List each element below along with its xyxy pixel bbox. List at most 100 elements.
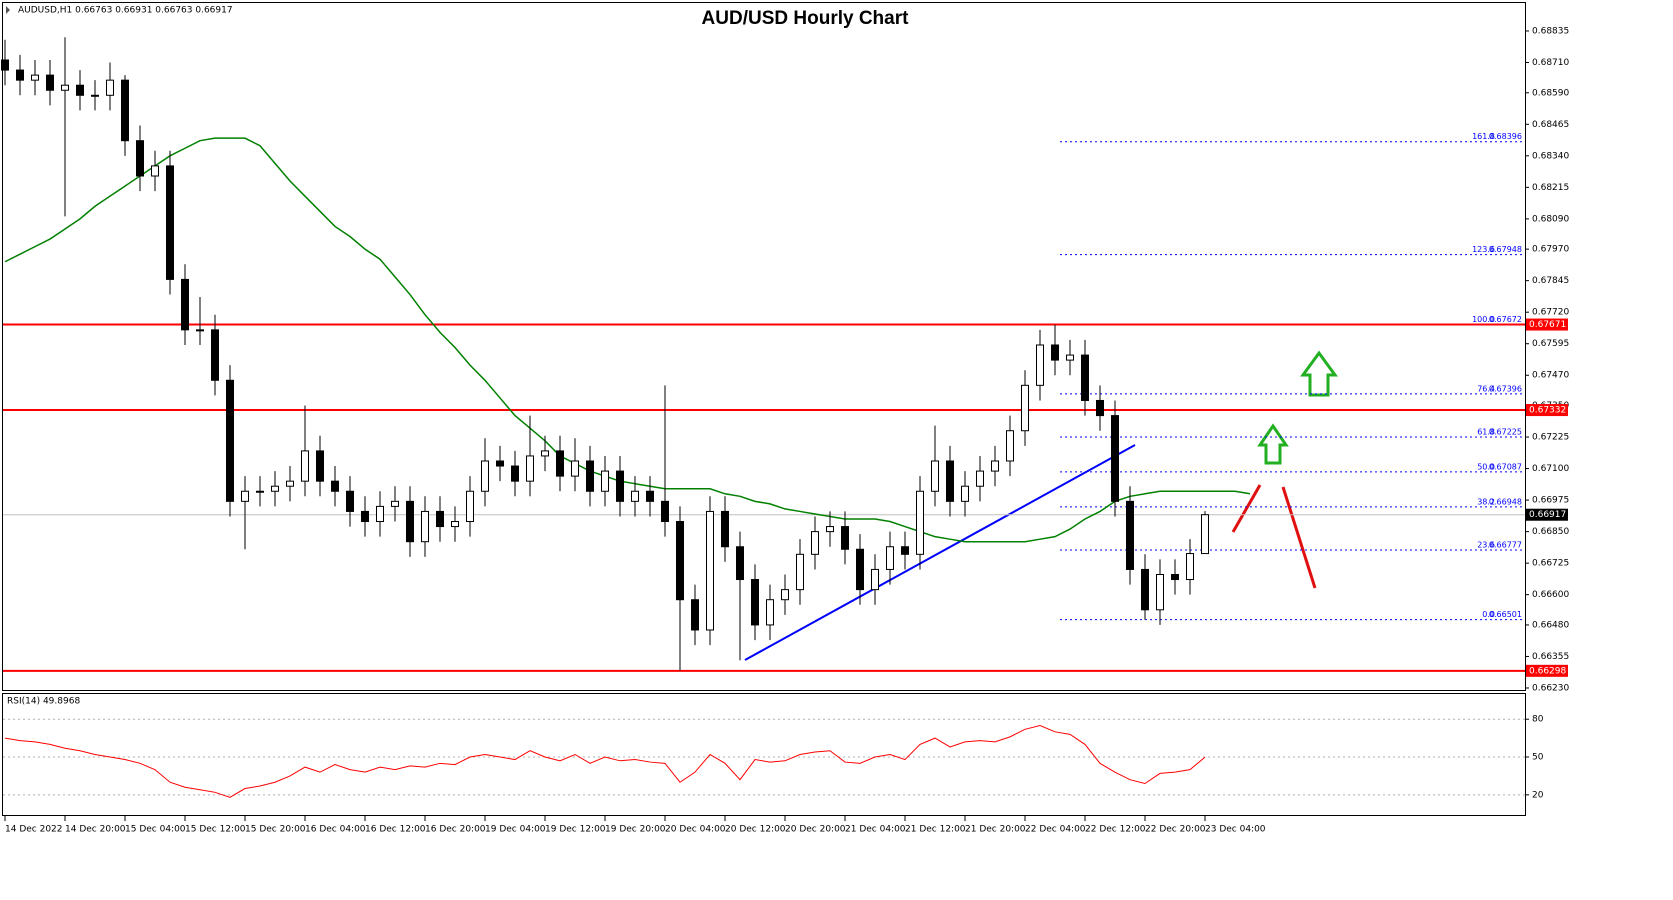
x-tick-label: 14 Dec 2022 <box>5 825 63 835</box>
candle-body <box>706 510 714 631</box>
moving-average <box>4 137 1251 543</box>
candle-body <box>421 510 429 543</box>
rsi-line <box>4 724 1206 798</box>
y-tick-label: 0.67470 <box>1532 371 1569 381</box>
fib-value: 0.68396 <box>1489 132 1522 141</box>
x-tick-label: 15 Dec 12:00 <box>185 825 246 835</box>
red-stroke <box>1281 486 1317 589</box>
fib-level: 161.8 <box>1472 132 1495 141</box>
rsi-y-tick-label: 20 <box>1532 790 1544 800</box>
candle-body <box>691 599 699 631</box>
candle-body <box>1051 344 1059 361</box>
candle-body <box>181 278 189 331</box>
x-tick-label: 22 Dec 20:00 <box>1145 825 1206 835</box>
x-tick-label: 15 Dec 04:00 <box>125 825 186 835</box>
x-tick-label: 19 Dec 12:00 <box>545 825 606 835</box>
fib-level: 38.2 <box>1477 497 1495 506</box>
candle-body <box>631 490 639 502</box>
candle-body <box>556 450 564 477</box>
candle-body <box>781 589 789 601</box>
fib-level: 100.0 <box>1472 315 1495 324</box>
candle-body <box>1186 553 1194 581</box>
candle-body <box>901 546 909 555</box>
candle-body <box>346 490 354 512</box>
candle-body <box>976 470 984 487</box>
candle-body <box>1156 573 1164 611</box>
x-tick-label: 21 Dec 12:00 <box>905 825 966 835</box>
candle-body <box>436 510 444 528</box>
fib-value: 0.66948 <box>1489 497 1522 506</box>
y-tick-label: 0.66725 <box>1532 559 1569 569</box>
candle-body <box>916 490 924 555</box>
y-tick-label: 0.68340 <box>1532 151 1569 161</box>
candle-body <box>271 485 279 492</box>
candle-body <box>586 460 594 492</box>
candle-body <box>541 450 549 457</box>
candle-body <box>46 74 54 91</box>
y-tick-label: 0.67225 <box>1532 433 1569 443</box>
candle-body <box>211 329 219 381</box>
red-stroke <box>1231 484 1262 533</box>
x-tick-label: 14 Dec 20:00 <box>65 825 126 835</box>
candle-body <box>811 531 819 555</box>
fib-value: 0.66777 <box>1489 541 1522 550</box>
price-label-box <box>1526 318 1568 331</box>
candle-body <box>1126 500 1134 570</box>
rsi-y-tick-label: 80 <box>1532 715 1544 725</box>
x-tick-label: 21 Dec 20:00 <box>965 825 1026 835</box>
y-tick-label: 0.66480 <box>1532 620 1569 630</box>
candle-body <box>1006 430 1014 462</box>
x-tick-label: 16 Dec 04:00 <box>305 825 366 835</box>
x-tick-label: 23 Dec 04:00 <box>1205 825 1266 835</box>
y-tick-label: 0.68215 <box>1532 183 1569 193</box>
candle-body <box>376 505 384 523</box>
candle-body <box>121 79 129 142</box>
x-tick-label: 20 Dec 20:00 <box>785 825 846 835</box>
header-icon <box>6 6 10 14</box>
fib-level: 123.6 <box>1472 245 1495 254</box>
rsi-panel <box>2 693 1526 816</box>
candle-body <box>91 94 99 97</box>
candle-body <box>16 69 24 81</box>
x-tick-label: 22 Dec 04:00 <box>1025 825 1086 835</box>
candle-body <box>571 460 579 477</box>
candle-body <box>1081 354 1089 401</box>
up-arrow <box>1257 423 1289 465</box>
fib-value: 0.67396 <box>1489 384 1522 393</box>
y-tick-label: 0.66355 <box>1532 652 1569 662</box>
rsi-label: RSI(14) 49.8968 <box>7 697 80 707</box>
candle-body <box>1141 568 1149 611</box>
candle-body <box>496 460 504 467</box>
candle-body <box>931 460 939 492</box>
fib-value: 0.66501 <box>1489 610 1522 619</box>
current-price-label: 0.66917 <box>1529 510 1566 520</box>
y-tick-label: 0.66230 <box>1532 683 1569 693</box>
candle-body <box>226 379 234 502</box>
fib-value: 0.67672 <box>1489 315 1522 324</box>
x-tick-label: 20 Dec 12:00 <box>725 825 786 835</box>
rsi-y-tick-label: 50 <box>1532 753 1544 763</box>
y-tick-label: 0.68710 <box>1532 58 1569 68</box>
fib-value: 0.67087 <box>1489 462 1522 471</box>
fib-value: 0.67225 <box>1489 428 1522 437</box>
level-label: 0.66298 <box>1529 666 1566 676</box>
candle-body <box>841 526 849 550</box>
candle-body <box>646 490 654 502</box>
candle-body <box>886 546 894 570</box>
candle-body <box>301 450 309 482</box>
candle-body <box>601 470 609 492</box>
x-tick-label: 22 Dec 12:00 <box>1085 825 1146 835</box>
y-tick-label: 0.68465 <box>1532 120 1569 130</box>
y-tick-label: 0.68590 <box>1532 88 1569 98</box>
x-tick-label: 19 Dec 20:00 <box>605 825 666 835</box>
candle-body <box>406 500 414 543</box>
candle-body <box>451 521 459 528</box>
candle-body <box>1021 384 1029 432</box>
y-tick-label: 0.67720 <box>1532 308 1569 318</box>
candle-body <box>736 546 744 581</box>
candle-body <box>676 521 684 601</box>
candle-body <box>871 568 879 591</box>
x-tick-label: 16 Dec 12:00 <box>365 825 426 835</box>
